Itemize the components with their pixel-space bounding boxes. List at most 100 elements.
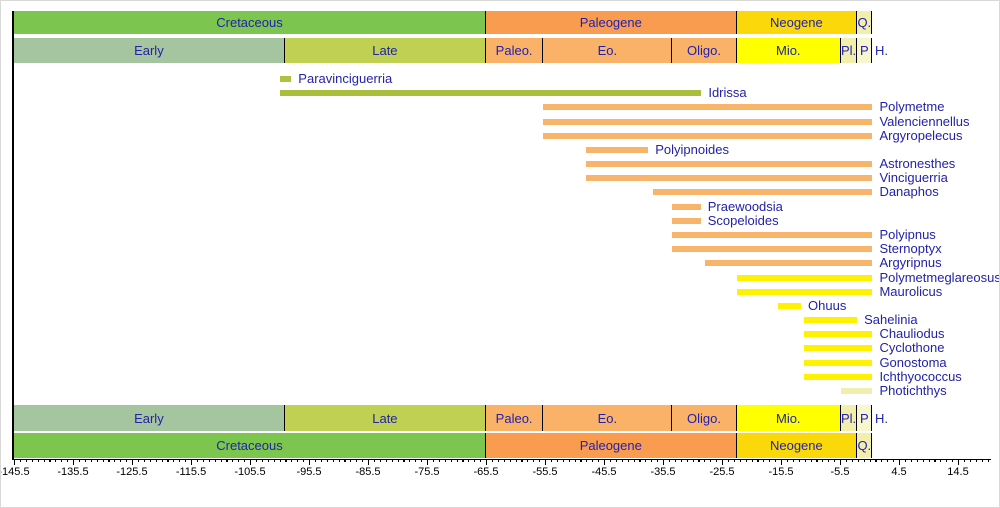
taxon-label-polyipnoides: Polyipnoides	[655, 141, 729, 157]
axis-minor-tick	[143, 459, 145, 463]
axis-major-tick	[781, 459, 783, 465]
axis-tick-label: 14.5	[947, 466, 969, 478]
axis-minor-tick	[716, 459, 718, 463]
axis-tick-label: -15.5	[768, 466, 794, 478]
axis-minor-tick	[185, 459, 187, 463]
axis-minor-tick	[934, 459, 936, 463]
axis-minor-tick	[202, 459, 204, 463]
axis-minor-tick	[822, 459, 824, 463]
axis-minor-tick	[356, 459, 358, 463]
axis-minor-tick	[863, 459, 865, 463]
axis-minor-tick	[474, 459, 476, 463]
taxon-label-argyropelecus: Argyropelecus	[879, 127, 963, 143]
axis-minor-tick	[167, 459, 169, 463]
axis-minor-tick	[55, 459, 57, 463]
axis-minor-tick	[704, 459, 706, 463]
axis-minor-tick	[928, 459, 930, 463]
axis-minor-tick	[621, 459, 623, 463]
axis-minor-tick	[521, 459, 523, 463]
axis-minor-tick	[67, 459, 69, 463]
taxon-range-bar-polyipnoides	[585, 146, 649, 153]
axis-minor-tick	[379, 459, 381, 463]
taxon-label-gonostoma: Gonostoma	[879, 354, 947, 370]
taxa-range-area: Paravinciguerria Idrissa Polymetme Valencie…	[1, 64, 1000, 404]
axis-tick-label: -105.5	[234, 466, 266, 478]
axis-minor-tick	[757, 459, 759, 463]
taxon-range-bar-danaphos	[652, 189, 873, 196]
axis-minor-tick	[114, 459, 116, 463]
axis-minor-tick	[810, 459, 812, 463]
axis-minor-tick	[698, 459, 700, 463]
taxon-range-bar-gonostoma	[804, 359, 873, 366]
axis-minor-tick	[727, 459, 730, 463]
axis-minor-tick	[226, 459, 228, 463]
taxon-label-polymetme: Polymetme	[879, 99, 945, 115]
axis-major-tick	[958, 459, 960, 465]
axis-minor-tick	[25, 459, 27, 463]
taxon-range-bar-chauliodus	[804, 331, 873, 338]
axis-minor-tick	[834, 459, 836, 463]
taxon-label-sahelinia: Sahelinia	[864, 312, 918, 328]
taxon-range-bar-ichthyococcus	[804, 373, 873, 380]
axis-minor-tick	[804, 459, 806, 463]
axis-minor-tick	[550, 459, 553, 463]
taxon-range-bar-praewoodsia	[672, 203, 701, 210]
time-axis-line	[12, 458, 991, 461]
axis-minor-tick	[232, 459, 234, 463]
axis-minor-tick	[798, 459, 800, 463]
axis-minor-tick	[580, 459, 582, 463]
taxon-range-bar-argyropelecus	[543, 132, 873, 139]
taxon-range-bar-paravinciguerria	[279, 76, 292, 82]
axis-minor-tick	[845, 459, 848, 463]
axis-minor-tick	[273, 459, 275, 463]
axis-minor-tick	[639, 459, 641, 463]
epoch-band-early: Early	[14, 405, 285, 431]
axis-tick-label: -85.5	[355, 466, 381, 478]
axis-minor-tick	[208, 459, 210, 463]
axis-tick-label: -45.5	[591, 466, 617, 478]
axis-minor-tick	[444, 459, 446, 463]
axis-minor-tick	[904, 459, 907, 463]
axis-tick-label: -5.5	[830, 466, 850, 478]
axis-tick-label: -35.5	[650, 466, 676, 478]
epoch-band-label: Late	[372, 43, 398, 58]
taxon-label-valenciennellus: Valenciennellus	[879, 113, 970, 129]
epoch-band-late: Late	[284, 38, 486, 63]
taxon-range-bar-polyipnus	[672, 231, 873, 238]
period-band-label: Cretaceous	[216, 438, 283, 453]
axis-major-tick	[427, 459, 429, 465]
axis-minor-tick	[432, 459, 435, 463]
taxon-range-bar-idrissa	[279, 90, 702, 97]
taxon-label-polymetmeglareosus: Polymetmeglareosus	[879, 269, 1000, 285]
period-band-label: Cretaceous	[216, 15, 283, 30]
epoch-band-label: Pl.	[841, 410, 857, 426]
taxon-range-bar-cyclothone	[804, 345, 873, 352]
epoch-band-oligo-: Oligo.	[672, 405, 737, 431]
axis-minor-tick	[574, 459, 576, 463]
axis-minor-tick	[320, 459, 322, 463]
axis-minor-tick	[438, 459, 440, 463]
taxon-label-sternoptyx: Sternoptyx	[879, 241, 942, 257]
axis-minor-tick	[816, 459, 818, 463]
epoch-band-eo-: Eo.	[543, 405, 673, 431]
axis-minor-tick	[745, 459, 747, 463]
axis-minor-tick	[37, 459, 39, 463]
axis-minor-tick	[952, 459, 954, 463]
axis-minor-tick	[291, 459, 293, 463]
axis-minor-tick	[84, 459, 86, 463]
taxon-label-maurolicus: Maurolicus	[879, 283, 943, 299]
axis-major-tick	[545, 459, 547, 465]
axis-major-tick	[368, 459, 370, 465]
taxon-range-bar-scopeloides	[672, 217, 701, 224]
axis-minor-tick	[739, 459, 741, 463]
taxon-range-bar-maurolicus	[736, 288, 873, 295]
axis-minor-tick	[916, 459, 918, 463]
epoch-band-label: Mio.	[775, 43, 801, 58]
axis-major-tick	[250, 459, 252, 465]
taxon-range-bar-argyripnus	[704, 260, 873, 267]
axis-tick-label: -135.5	[57, 466, 89, 478]
epoch-band-paleo-: Paleo.	[486, 405, 544, 431]
axis-minor-tick	[609, 459, 612, 463]
axis-tick-label: -115.5	[175, 466, 207, 478]
axis-major-tick	[309, 459, 311, 465]
